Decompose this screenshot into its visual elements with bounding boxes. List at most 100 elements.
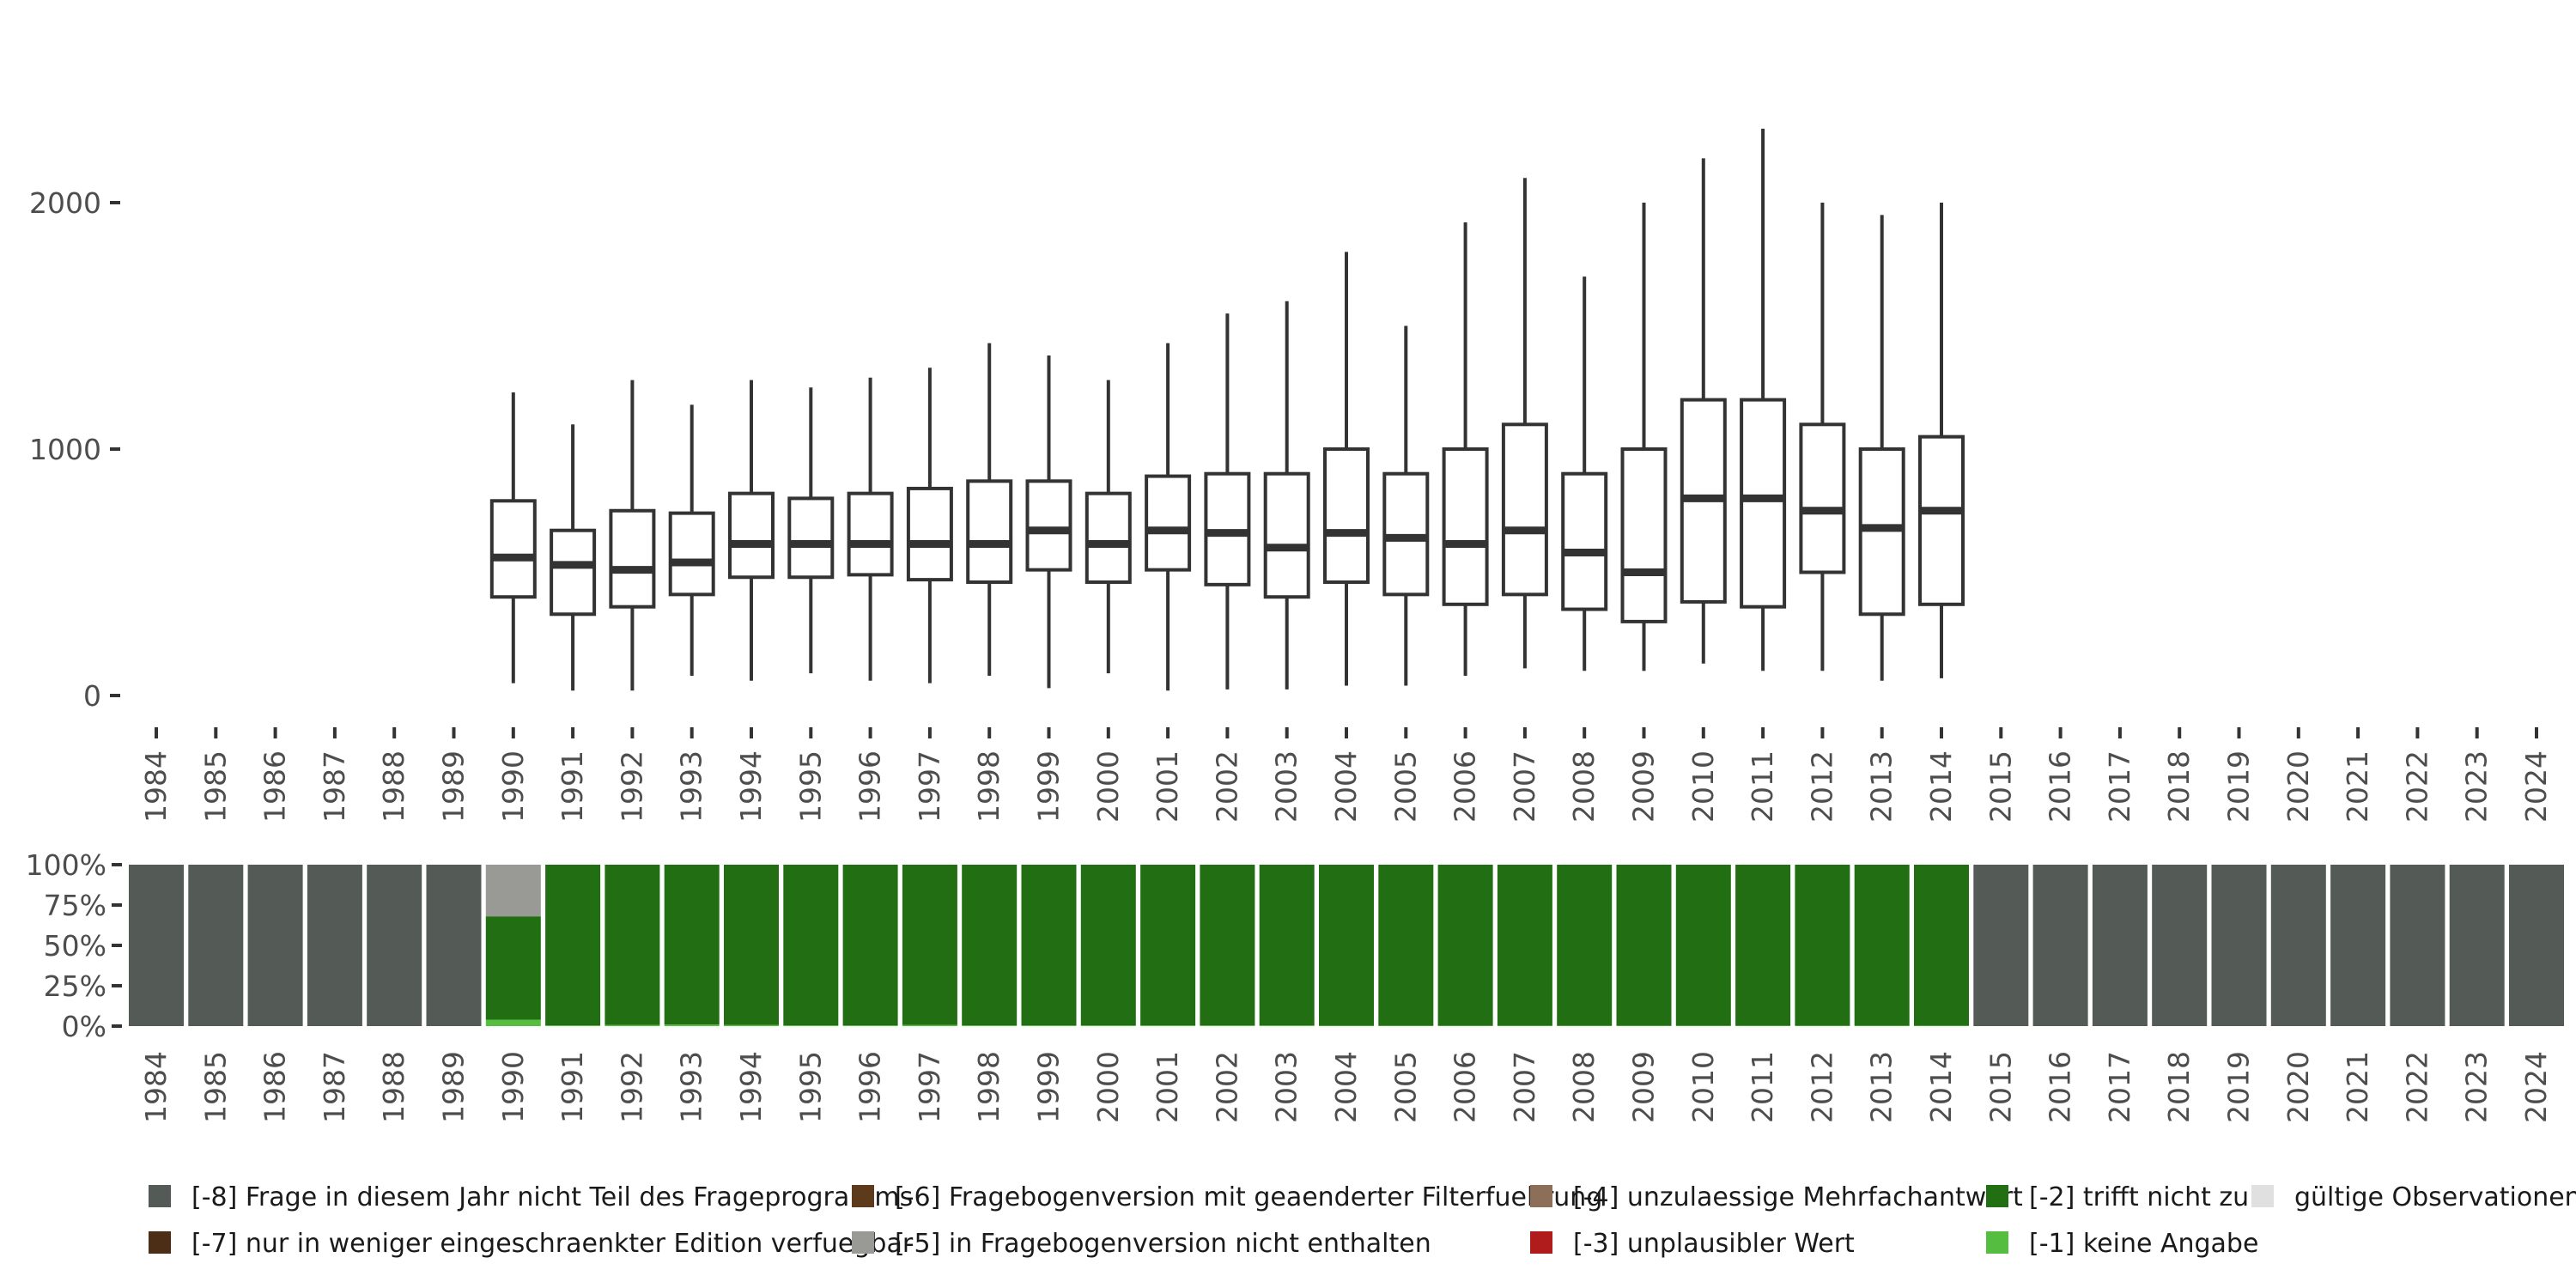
bar-x-tick-label: 2017 (2103, 1051, 2136, 1123)
bar-x-tick-label: 1995 (793, 1051, 827, 1123)
bar-x-tick-label: 2016 (2044, 1051, 2077, 1123)
bar-segment (2152, 865, 2208, 1026)
legend-label: [-2] trifft nicht zu (2029, 1182, 2249, 1212)
x-tick-label: 2001 (1151, 750, 1184, 823)
box-2010 (1680, 158, 1727, 664)
box-body (847, 491, 894, 577)
box-body (906, 486, 953, 582)
legend-item: [-3] unplausibler Wert (1530, 1229, 1855, 1259)
box-1995 (787, 387, 835, 674)
x-tick-label: 1984 (139, 750, 173, 823)
bar-segment (485, 916, 541, 1020)
bar-2018 (2152, 865, 2208, 1026)
box-2002 (1204, 313, 1251, 690)
bar-1994 (724, 865, 779, 1026)
bar-x-tick-label: 1990 (496, 1051, 530, 1123)
box-body (1084, 491, 1132, 584)
bar-2022 (2390, 865, 2445, 1026)
box-body (550, 528, 597, 617)
bar-segment (1914, 1025, 1969, 1026)
box-body (787, 496, 835, 580)
bar-2017 (2092, 865, 2148, 1026)
bar-segment (1557, 1025, 1613, 1026)
bar-1992 (605, 865, 660, 1026)
legend-swatch (1986, 1185, 2008, 1207)
legend-item: [-4] unzulaessige Mehrfachantwort (1530, 1182, 2023, 1212)
bar-1997 (902, 865, 957, 1026)
bar-segment (1259, 1025, 1315, 1026)
box-body (489, 499, 537, 599)
bar-segment (664, 1024, 720, 1026)
bar-segment (724, 1024, 779, 1026)
bar-segment (1319, 1025, 1374, 1026)
bar-segment (1437, 1025, 1493, 1026)
bar-segment (1557, 865, 1613, 1026)
bar-2008 (1557, 865, 1613, 1026)
bar-x-tick-label: 1998 (972, 1051, 1005, 1123)
bar-segment (1200, 865, 1255, 1026)
x-tick-label: 2015 (1984, 750, 2017, 823)
bar-x-tick-label: 2009 (1627, 1051, 1661, 1123)
bar-2007 (1497, 865, 1552, 1026)
y-tick-label: 0 (83, 679, 101, 713)
bar-2011 (1735, 865, 1791, 1026)
bar-segment (1795, 865, 1850, 1026)
bar-1991 (545, 865, 601, 1026)
box-1992 (609, 380, 656, 691)
x-tick-label: 2024 (2519, 750, 2553, 823)
bar-1986 (247, 865, 303, 1026)
bar-segment (129, 865, 184, 1026)
bar-x-tick-label: 2010 (1686, 1051, 1720, 1123)
bar-segment (1616, 1025, 1672, 1026)
legend-label: [-3] unplausibler Wert (1573, 1229, 1855, 1259)
bar-1987 (307, 865, 362, 1026)
x-tick-label: 2007 (1508, 750, 1541, 823)
bar-1996 (842, 865, 898, 1026)
bar-segment (1021, 1025, 1077, 1026)
bar-x-tick-label: 2007 (1508, 1051, 1541, 1123)
bar-segment (962, 1025, 1018, 1026)
boxplot-y-axis: 0 1000 2000 (29, 186, 120, 713)
bar-2024 (2509, 865, 2564, 1026)
stacked-bar-marks (129, 865, 2564, 1026)
legend-label: [-7] nur in weniger eingeschraenkter Edi… (191, 1229, 914, 1259)
box-body (1263, 471, 1310, 599)
box-1994 (728, 380, 775, 681)
bar-x-tick-label: 2023 (2460, 1051, 2494, 1123)
bar-x-tick-label: 1988 (377, 1051, 410, 1123)
bar-segment (2330, 865, 2386, 1026)
x-tick-label: 2016 (2044, 750, 2077, 823)
legend-label: [-4] unzulaessige Mehrfachantwort (1573, 1182, 2023, 1212)
box-body (1501, 422, 1548, 597)
x-tick-label: 1991 (556, 750, 589, 823)
x-tick-label: 1988 (377, 750, 410, 823)
legend-swatch (149, 1185, 171, 1207)
box-body (668, 511, 715, 597)
bar-x-tick-label: 1997 (913, 1051, 946, 1123)
box-1998 (966, 343, 1013, 677)
box-1999 (1025, 355, 1072, 689)
x-tick-label: 2023 (2460, 750, 2494, 823)
bar-1990 (485, 865, 541, 1026)
bar-x-tick-label: 1994 (734, 1051, 768, 1123)
bar-segment (842, 1025, 898, 1026)
x-tick-label: 2009 (1627, 750, 1661, 823)
box-2008 (1561, 276, 1608, 671)
bar-segment (1021, 865, 1077, 1026)
box-body (1799, 422, 1846, 574)
bar-segment (962, 865, 1018, 1026)
box-body (1561, 471, 1608, 611)
bar-x-tick-label: 2013 (1865, 1051, 1899, 1123)
box-2001 (1145, 343, 1192, 691)
bar-x-tick-label: 2018 (2162, 1051, 2196, 1123)
legend-swatch (1986, 1231, 2008, 1254)
bar-segment (485, 1019, 541, 1026)
legend-swatch (1530, 1231, 1552, 1254)
bar-1984 (129, 865, 184, 1026)
bar-segment (545, 865, 601, 1026)
box-body (609, 508, 656, 609)
bar-segment (1497, 1025, 1552, 1026)
x-tick-label: 2019 (2222, 750, 2256, 823)
bar-2009 (1616, 865, 1672, 1026)
